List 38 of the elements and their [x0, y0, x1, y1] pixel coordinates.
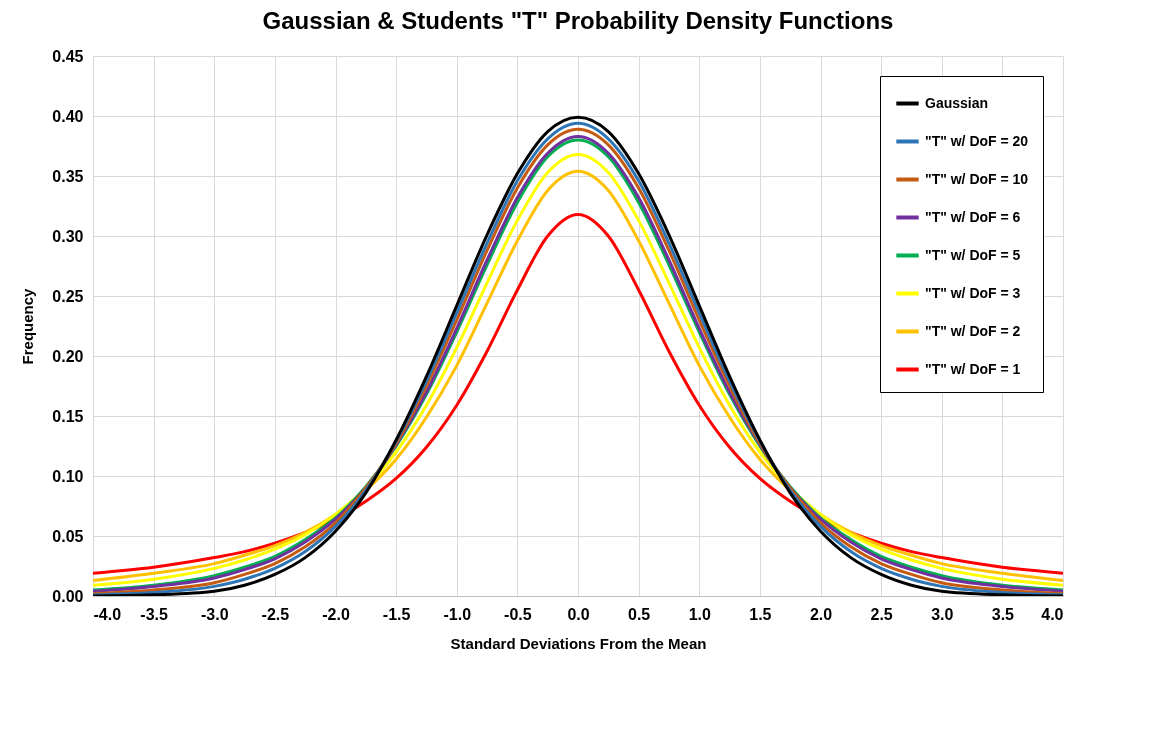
x-tick-label: 2.5: [870, 605, 893, 623]
y-tick-label: 0.20: [52, 347, 84, 365]
x-tick-label: -2.5: [261, 605, 290, 623]
y-tick-label: 0.10: [52, 467, 84, 485]
legend-label: "T" w/ DoF = 1: [925, 360, 1021, 377]
legend-label: "T" w/ DoF = 20: [925, 132, 1029, 149]
y-tick-label: 0.00: [52, 587, 84, 605]
legend-label: "T" w/ DoF = 2: [925, 322, 1021, 339]
x-tick-label: 1.0: [688, 605, 711, 623]
y-axis-title: Frequency: [19, 287, 37, 365]
x-tick-label: -3.0: [200, 605, 229, 623]
x-tick-label: 0.5: [628, 605, 651, 623]
legend-label: "T" w/ DoF = 3: [925, 284, 1021, 301]
chart-title: Gaussian & Students "T" Probability Density Functions: [262, 7, 894, 34]
x-tick-label: 3.0: [931, 605, 954, 623]
y-tick-label: 0.05: [52, 527, 84, 545]
x-tick-label: 4.0: [1041, 605, 1064, 623]
x-tick-label: -1.0: [443, 605, 472, 623]
y-tick-label: 0.30: [52, 227, 84, 245]
legend-label: "T" w/ DoF = 6: [925, 208, 1021, 225]
legend-label: "T" w/ DoF = 10: [925, 170, 1029, 187]
x-tick-label: 3.5: [991, 605, 1015, 623]
legend-label: Gaussian: [925, 94, 989, 111]
x-tick-label: -3.5: [140, 605, 169, 623]
x-tick-label: -0.5: [504, 605, 532, 623]
x-tick-label: 2.0: [809, 605, 833, 623]
x-tick-label: 0.0: [567, 605, 590, 623]
y-tick-label: 0.40: [52, 107, 84, 125]
x-tick-label: -2.0: [322, 605, 350, 623]
y-tick-label: 0.45: [52, 47, 84, 65]
x-tick-label: 1.5: [749, 605, 772, 623]
legend-label: "T" w/ DoF = 5: [925, 246, 1021, 263]
x-axis-title: Standard Deviations From the Mean: [450, 634, 707, 652]
y-tick-label: 0.25: [52, 287, 84, 305]
x-tick-label: -1.5: [382, 605, 411, 623]
x-tick-label: -4.0: [93, 605, 122, 623]
y-tick-label: 0.15: [52, 407, 84, 425]
y-tick-label: 0.35: [52, 167, 84, 185]
